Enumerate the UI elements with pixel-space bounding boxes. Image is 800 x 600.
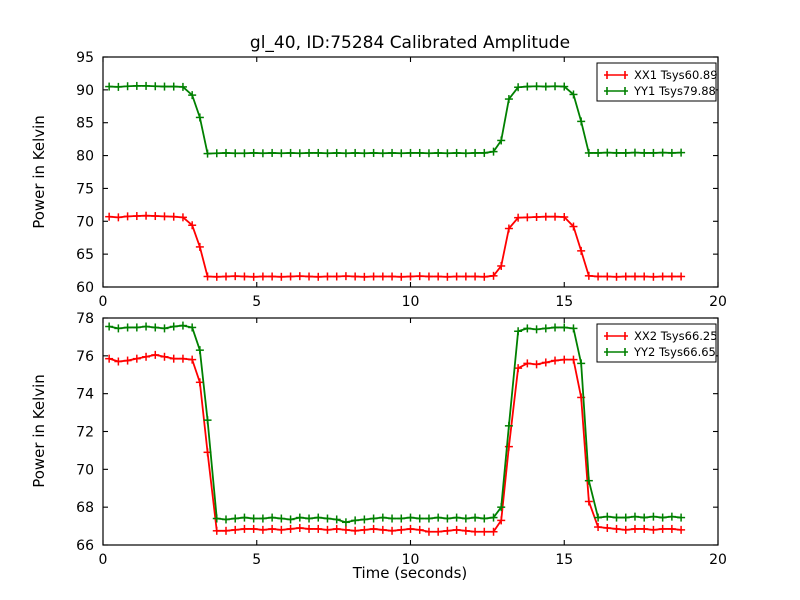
- y-tick-label: 60: [76, 280, 94, 296]
- bottom-panel-ticks: [102, 317, 719, 546]
- y-tick-label: 66: [76, 538, 94, 554]
- y-tick-label: 95: [76, 50, 94, 66]
- y-tick-label: 72: [76, 425, 94, 441]
- series-line-yy1: [108, 85, 682, 155]
- y-tick-label: 70: [76, 214, 94, 230]
- series-line-xx2: [108, 353, 682, 533]
- series-line-yy2: [108, 324, 682, 524]
- legend-swatch: [604, 71, 628, 79]
- bottom-panel-x-axis-label: Time (seconds): [352, 564, 468, 582]
- series-markers: [105, 350, 686, 536]
- x-tick-label: 10: [402, 552, 420, 568]
- y-tick-label: 74: [76, 387, 94, 403]
- bottom-panel-y-axis-label: Power in Kelvin: [30, 374, 48, 488]
- x-tick-label: 5: [252, 552, 261, 568]
- x-tick-label: 0: [99, 552, 108, 568]
- x-tick-label: 0: [99, 294, 108, 310]
- x-tick-label: 5: [252, 294, 261, 310]
- legend-label: YY2 Tsys66.65: [633, 345, 716, 359]
- series-markers: [105, 321, 686, 527]
- series-markers: [105, 81, 686, 158]
- series-line-xx1: [108, 214, 682, 278]
- top-panel-ticks: [102, 56, 719, 288]
- y-tick-label: 75: [76, 181, 94, 197]
- legend-label: XX2 Tsys66.25: [634, 329, 718, 343]
- top-panel-y-axis-label: Power in Kelvin: [30, 115, 48, 229]
- bottom-panel-tick-labels: 66 68 70 72 74 76 78 0 5 10 15 20: [76, 311, 727, 568]
- legend-swatch: [604, 87, 628, 95]
- page-title: gl_40, ID:75284 Calibrated Amplitude: [250, 33, 570, 53]
- x-tick-label: 20: [709, 552, 727, 568]
- legend-label: XX1 Tsys60.89: [634, 68, 718, 82]
- top-panel-legend[interactable]: XX1 Tsys60.89 YY1 Tsys79.88: [596, 62, 718, 102]
- legend-frame: [596, 62, 717, 102]
- y-tick-label: 65: [76, 247, 94, 263]
- y-tick-label: 68: [76, 500, 94, 516]
- top-panel: 60 65 70 75 80 85 90 95 0 5 10 15 20 Power in Kelvin…: [30, 50, 727, 310]
- legend-frame: [596, 323, 717, 363]
- x-tick-label: 10: [402, 294, 420, 310]
- y-tick-label: 70: [76, 462, 94, 478]
- y-tick-label: 80: [76, 149, 94, 165]
- y-tick-label: 76: [76, 349, 94, 365]
- x-tick-label: 15: [555, 294, 573, 310]
- y-tick-label: 90: [76, 83, 94, 99]
- x-tick-label: 20: [709, 294, 727, 310]
- bottom-panel-legend[interactable]: XX2 Tsys66.25 YY2 Tsys66.65: [596, 323, 718, 363]
- top-panel-tick-labels: 60 65 70 75 80 85 90 95 0 5 10 15 20: [76, 50, 727, 310]
- x-tick-label: 15: [555, 552, 573, 568]
- legend-swatch: [604, 348, 628, 356]
- y-tick-label: 85: [76, 116, 94, 132]
- legend-label: YY1 Tsys79.88: [633, 84, 716, 98]
- top-panel-series-group: [105, 81, 686, 281]
- legend-swatch: [604, 332, 628, 340]
- bottom-panel-series-group: [105, 321, 686, 536]
- bottom-panel: 66 68 70 72 74 76 78 0 5 10 15 20 Power in Kelvin T…: [30, 311, 727, 582]
- y-tick-label: 78: [76, 311, 94, 327]
- series-markers: [105, 211, 686, 281]
